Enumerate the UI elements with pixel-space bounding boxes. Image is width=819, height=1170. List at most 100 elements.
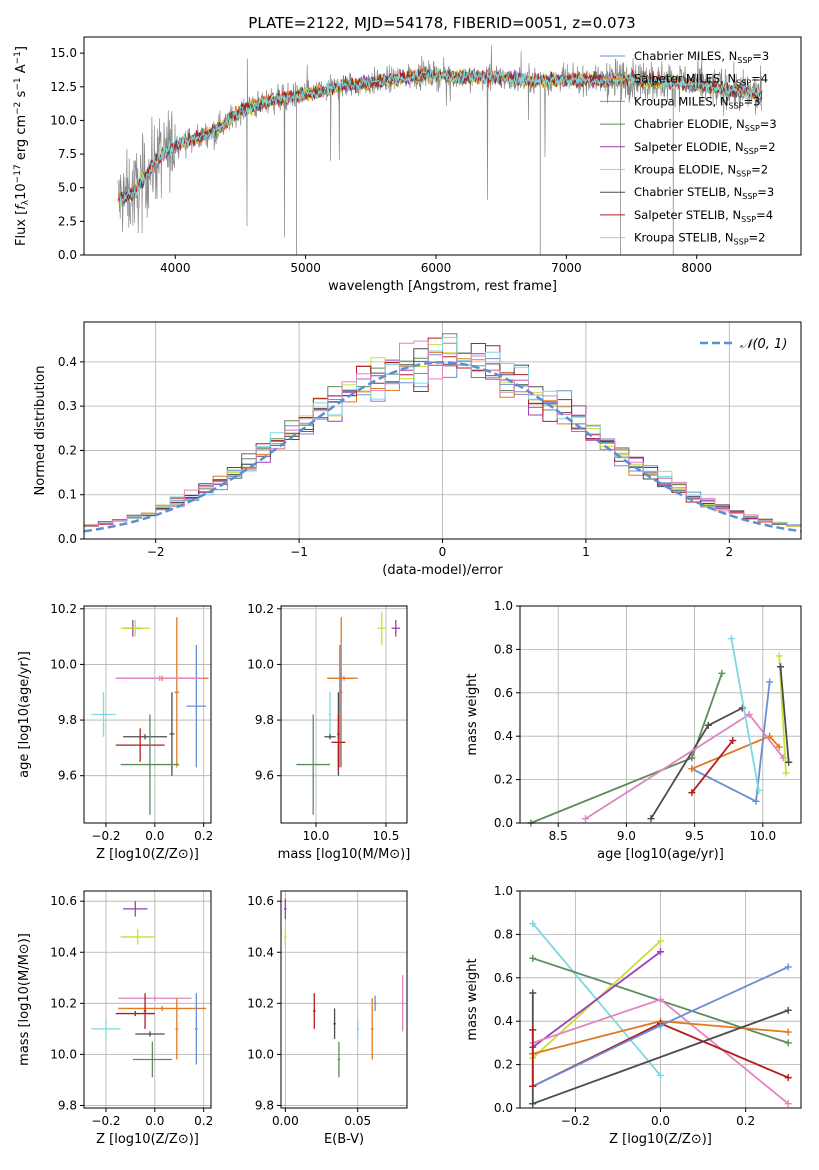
series-point xyxy=(755,786,763,794)
histogram-step-9 xyxy=(84,340,801,527)
spectrum-y-axis-label: Flux [fλ10−17 erg cm−2 s−1 A−1] xyxy=(13,46,31,246)
y-tick-label: 10.6 xyxy=(50,894,77,908)
figure-title: PLATE=2122, MJD=54178, FIBERID=0051, z=0… xyxy=(248,14,635,32)
y-axis-label: mass [log10(M/M⊙)] xyxy=(17,933,32,1066)
spectrum-model-line-9 xyxy=(119,68,762,207)
mass-weight-vs-age-series-4 xyxy=(647,704,746,823)
y-tick-label: 1.0 xyxy=(494,884,513,898)
axes-layer: 4000 5000 6000 7000 80000.02.55.07.510.012.5… xyxy=(13,36,802,1147)
series-point xyxy=(784,1074,792,1082)
y-tick-label: 9.8 xyxy=(255,1098,274,1112)
y-tick-label: 10.0 xyxy=(50,1047,77,1061)
normal-curve xyxy=(83,361,802,533)
series-line xyxy=(532,1009,789,1105)
mass-vs-ebv-errorbar-1 xyxy=(284,898,287,920)
series-point xyxy=(784,1006,792,1014)
series-point xyxy=(529,1100,537,1108)
axes-frame xyxy=(280,890,408,1109)
mass-vs-ebv-errorbar-9 xyxy=(401,975,404,1032)
series-point xyxy=(647,815,655,823)
axes-frame xyxy=(83,36,802,256)
series-point xyxy=(657,937,664,945)
axes-frame xyxy=(83,890,212,1109)
x-tick-label: 0.2 xyxy=(736,1114,755,1128)
legend-subscript: SSP xyxy=(737,56,752,65)
x-tick-label: 0.0 xyxy=(651,1114,670,1128)
legend-label: Chabrier MILES, N xyxy=(634,49,737,63)
spectrum-y-label-part: −17 xyxy=(13,164,23,183)
age-vs-mass-errorbar-8 xyxy=(324,734,336,740)
series-point xyxy=(529,920,537,928)
y-tick-label: 9.8 xyxy=(255,713,274,727)
series-point xyxy=(752,797,760,805)
series-point xyxy=(784,963,792,971)
mass-vs-ebv-errorbar-2 xyxy=(284,926,287,948)
x-axis-label: E(B-V) xyxy=(324,1132,364,1147)
y-tick-label: 0.0 xyxy=(494,1101,513,1115)
x-axis-label: wavelength [Angstrom, rest frame] xyxy=(328,279,557,294)
y-tick-label: 0.4 xyxy=(494,729,513,743)
age-vs-Z-errorbar-2 xyxy=(120,619,150,637)
mass-weight-vs-age-series-7 xyxy=(727,635,763,794)
x-tick-label: 8000 xyxy=(681,261,712,275)
y-tick-label: 0.8 xyxy=(494,927,513,941)
y-tick-label: 0.0 xyxy=(58,248,77,262)
legend-subscript: SSP xyxy=(741,215,756,224)
mass-weight-vs-age-series-9 xyxy=(777,663,793,766)
axes-frame xyxy=(83,605,212,824)
series-point xyxy=(704,721,712,729)
y-tick-label: 0.4 xyxy=(494,1014,513,1028)
mass-vs-Z-errorbar-2 xyxy=(120,929,155,945)
mass-vs-Z-errorbar-9 xyxy=(91,1018,121,1040)
age-vs-Z-errorbar-8 xyxy=(169,692,175,776)
mass-vs-Z-errorbar-3 xyxy=(118,995,192,1001)
y-tick-label: 10.6 xyxy=(247,894,274,908)
legend-entry-3: Kroupa MILES, NSSP=3 xyxy=(634,94,760,110)
y-tick-label: 0.2 xyxy=(494,1058,513,1072)
x-tick-label: 1 xyxy=(582,545,590,559)
series-point xyxy=(529,954,537,962)
x-axis-label: mass [log10(M/M⊙)] xyxy=(278,847,411,862)
mass-vs-Z-errorbar-8 xyxy=(115,1010,155,1017)
legend-subscript: SSP xyxy=(744,147,759,156)
mass-vs-Z-errorbar-7 xyxy=(143,993,147,1029)
legend-suffix: =3 xyxy=(752,49,769,63)
age-vs-mass-errorbar-7 xyxy=(328,692,332,737)
x-tick-label: 0.0 xyxy=(145,829,164,843)
legend-label: Salpeter MILES, N xyxy=(634,72,736,86)
y-axis-label: mass weight xyxy=(465,673,480,755)
spectrum-y-label-part: 10 xyxy=(14,183,29,200)
x-tick-label: −1 xyxy=(290,545,308,559)
spectrum-y-label-part: f xyxy=(14,203,29,210)
legend-subscript: SSP xyxy=(736,170,751,179)
y-tick-label: 10.4 xyxy=(50,945,77,959)
series-line xyxy=(778,655,787,774)
legend-label: Salpeter STELIB, N xyxy=(634,208,741,222)
series-point xyxy=(581,815,589,823)
age-vs-Z-errorbar-9 xyxy=(123,734,168,740)
y-axis-label: mass weight xyxy=(465,958,480,1040)
mass-weight-vs-Z-series-11 xyxy=(529,1026,537,1090)
series-point xyxy=(688,754,696,762)
legend-subscript: SSP xyxy=(734,238,749,247)
mass-weight-vs-age-series-1 xyxy=(688,678,774,805)
y-axis-label: age [log10(age/yr)] xyxy=(17,651,32,778)
legend-suffix: =2 xyxy=(751,163,768,177)
legend-suffix: =2 xyxy=(759,140,776,154)
axes-frame xyxy=(519,605,802,824)
age-vs-mass-errorbar-10 xyxy=(331,714,346,771)
y-tick-label: 1.0 xyxy=(494,599,513,613)
spectrum-y-label-part: −2 xyxy=(13,102,23,115)
x-tick-label: 0.00 xyxy=(272,1114,299,1128)
mass-vs-Z-errorbar-4 xyxy=(118,1005,207,1012)
mass-weight-vs-age-series-8 xyxy=(775,652,790,777)
x-tick-label: 10.5 xyxy=(373,829,400,843)
legend-label: Salpeter ELODIE, N xyxy=(634,140,744,154)
series-line xyxy=(779,666,790,763)
legend-entry-7: Chabrier STELIB, NSSP=3 xyxy=(634,185,774,201)
series-point xyxy=(784,1100,792,1108)
legend-label: Kroupa STELIB, N xyxy=(634,231,734,245)
x-tick-label: 5000 xyxy=(290,261,321,275)
